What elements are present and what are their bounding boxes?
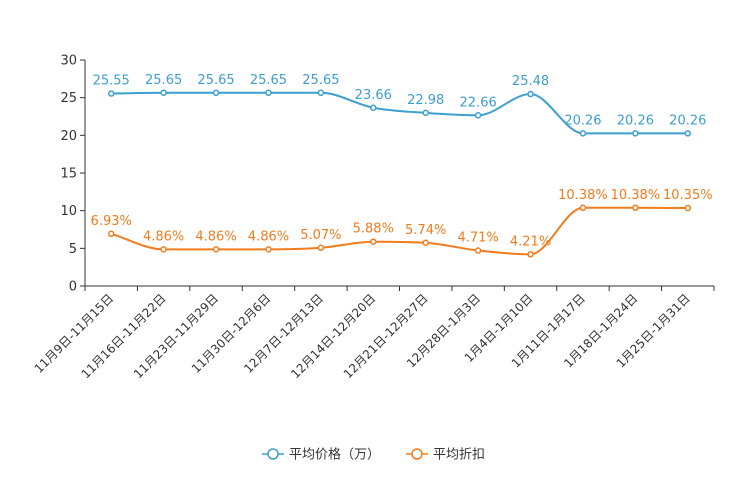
data-point bbox=[265, 89, 272, 97]
y-tick-label: 20 bbox=[60, 129, 77, 144]
y-tick-label: 15 bbox=[60, 167, 77, 182]
data-point bbox=[317, 89, 325, 97]
data-point bbox=[422, 109, 429, 117]
legend-label: 平均价格（万） bbox=[289, 447, 380, 463]
data-label: 22.98 bbox=[407, 93, 444, 108]
data-point bbox=[527, 251, 534, 258]
data-label: 10.38% bbox=[558, 188, 608, 203]
data-label: 25.55 bbox=[93, 74, 130, 89]
series-1: 25.55 25.65 25.65 25.65 25.65 23.66 22.98 22.66… bbox=[93, 73, 706, 137]
data-point bbox=[474, 247, 482, 254]
data-label: 25.48 bbox=[512, 74, 549, 89]
data-label: 23.66 bbox=[355, 88, 392, 103]
data-label: 25.65 bbox=[145, 73, 182, 88]
legend-item-1: 平均价格（万） bbox=[262, 447, 380, 463]
data-point bbox=[684, 204, 692, 212]
data-label: 4.86% bbox=[248, 229, 289, 244]
data-point bbox=[579, 130, 587, 137]
y-tick-label: 5 bbox=[69, 242, 77, 257]
data-point bbox=[632, 204, 639, 212]
data-label: 5.07% bbox=[300, 228, 341, 243]
data-label: 10.35% bbox=[663, 188, 713, 203]
data-point bbox=[422, 239, 429, 247]
y-tick-label: 0 bbox=[69, 280, 77, 295]
data-label: 20.26 bbox=[564, 113, 601, 128]
data-point bbox=[317, 244, 325, 252]
data-label: 10.38% bbox=[611, 188, 661, 203]
y-tick-label: 10 bbox=[60, 204, 77, 219]
data-label: 4.86% bbox=[143, 229, 184, 244]
data-point bbox=[684, 130, 692, 137]
data-label: 20.26 bbox=[617, 113, 654, 128]
data-label: 20.26 bbox=[669, 113, 706, 128]
data-label: 5.88% bbox=[353, 222, 394, 237]
data-point bbox=[474, 112, 482, 119]
series-layer: 25.55 25.65 25.65 25.65 25.65 23.66 22.98 22.66… bbox=[91, 73, 713, 258]
data-label: 5.74% bbox=[405, 223, 446, 238]
data-label: 25.65 bbox=[250, 73, 287, 88]
data-label: 6.93% bbox=[91, 214, 132, 229]
data-point bbox=[370, 238, 377, 245]
data-point bbox=[527, 90, 534, 98]
data-label: 4.71% bbox=[457, 231, 498, 246]
data-point bbox=[160, 89, 167, 97]
data-point bbox=[265, 246, 272, 253]
y-tick-label: 30 bbox=[60, 54, 77, 69]
legend-label: 平均折扣 bbox=[433, 448, 485, 463]
data-point bbox=[160, 246, 167, 253]
data-label: 4.86% bbox=[195, 229, 236, 244]
legend: 平均价格（万） 平均折扣 bbox=[262, 447, 485, 463]
data-point bbox=[212, 246, 220, 253]
data-label: 25.65 bbox=[197, 73, 234, 88]
data-label: 4.21% bbox=[510, 234, 551, 249]
data-label: 25.65 bbox=[302, 73, 339, 88]
data-point bbox=[579, 204, 587, 212]
data-point bbox=[107, 230, 115, 238]
legend-marker bbox=[411, 448, 423, 460]
legend-item-2: 平均折扣 bbox=[406, 448, 485, 463]
data-point bbox=[107, 90, 115, 97]
series-line bbox=[111, 91, 688, 135]
y-tick-label: 25 bbox=[60, 91, 77, 106]
data-point bbox=[370, 104, 377, 112]
series-2: 6.93% 4.86% 4.86% 4.86% 5.07% 5.88% 5.74% 4.71%… bbox=[91, 188, 713, 258]
legend-marker bbox=[267, 448, 279, 460]
data-point bbox=[632, 130, 639, 137]
data-label: 22.66 bbox=[460, 95, 497, 110]
data-point bbox=[212, 89, 220, 97]
